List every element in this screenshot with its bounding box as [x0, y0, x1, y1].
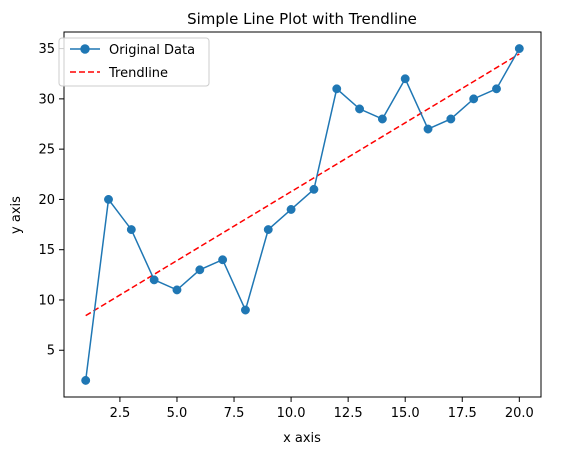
original-data-series [81, 44, 524, 385]
x-axis-ticks: 2.5 5.0 7.5 10.0 12.5 15.0 17.5 20.0 [110, 397, 534, 421]
x-tick-label: 2.5 [110, 406, 131, 421]
data-point [355, 104, 365, 114]
x-tick-label: 17.5 [448, 406, 477, 421]
data-point [332, 84, 342, 94]
x-tick-label: 12.5 [334, 406, 363, 421]
data-point [286, 205, 296, 214]
data-point [423, 124, 433, 134]
legend-box [58, 37, 210, 87]
data-point [469, 94, 479, 104]
data-point [446, 114, 456, 124]
legend-trendline-label: Trendline [108, 66, 168, 81]
data-point [309, 184, 319, 194]
data-point [514, 44, 524, 54]
trendline [85, 53, 520, 317]
data-point [492, 84, 501, 94]
y-tick-label: 20 [38, 193, 55, 208]
data-point [377, 114, 387, 124]
data-point [172, 285, 182, 295]
data-point [263, 225, 273, 235]
data-point [218, 255, 228, 265]
data-point [400, 74, 410, 84]
data-point [149, 275, 159, 285]
data-point [81, 375, 91, 385]
chart-title: Simple Line Plot with Trendline [187, 10, 417, 28]
plot-area [63, 31, 542, 398]
y-axis-label: y axis [9, 196, 24, 234]
y-tick-label: 25 [38, 143, 55, 158]
data-point [195, 265, 205, 275]
data-point [126, 225, 136, 235]
data-point [240, 305, 250, 315]
x-tick-label: 5.0 [167, 406, 188, 421]
x-tick-label: 15.0 [391, 406, 420, 421]
y-axis-ticks: 5 10 15 20 25 30 35 [38, 42, 64, 359]
trendline-series [85, 53, 520, 317]
x-tick-label: 10.0 [277, 406, 306, 421]
y-tick-label: 35 [38, 42, 55, 57]
x-tick-label: 20.0 [505, 406, 534, 421]
legend-original-data-label: Original Data [109, 43, 195, 58]
legend: Original Data Trendline [58, 37, 210, 87]
y-tick-label: 30 [38, 92, 55, 107]
x-axis-label: x axis [283, 431, 321, 446]
legend-original-data-marker [80, 44, 90, 54]
y-tick-label: 5 [47, 344, 55, 359]
data-point [104, 194, 113, 204]
x-tick-label: 7.5 [224, 406, 245, 421]
y-tick-label: 15 [38, 243, 55, 258]
y-tick-label: 10 [38, 293, 55, 308]
